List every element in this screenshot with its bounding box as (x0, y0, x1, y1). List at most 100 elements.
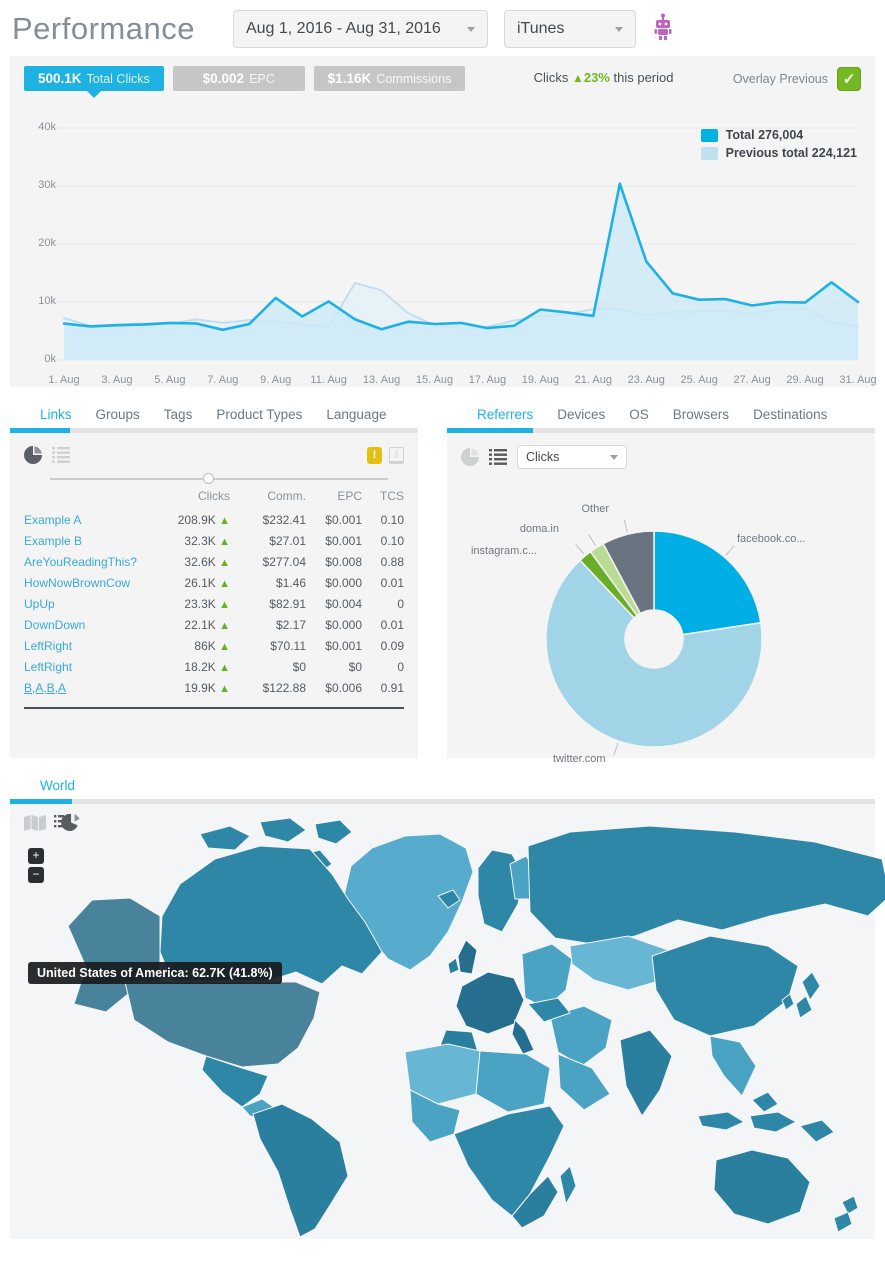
stat-value: 500.1K (38, 71, 82, 86)
up-arrow-icon: ▲ (219, 514, 230, 527)
list-view-icon[interactable] (489, 448, 507, 466)
world-map[interactable] (10, 804, 885, 1239)
link-name[interactable]: DownDown (24, 617, 86, 632)
link-clicks: 18.2K ▲ (184, 659, 230, 674)
metric-dropdown[interactable]: Clicks (517, 445, 627, 469)
breakdown-row: Links Groups Tags Product Types Language… (10, 403, 875, 765)
map-view-icon[interactable] (24, 815, 46, 836)
link-epc: $0.001 (325, 512, 362, 527)
zoom-in-button[interactable]: + (28, 848, 44, 864)
x-axis-tick: 29. Aug (786, 374, 824, 386)
link-name[interactable]: Example B (24, 533, 83, 548)
overlay-previous-label: Overlay Previous (732, 72, 828, 86)
col-comm[interactable]: Comm. (267, 489, 306, 503)
legend-previous-label: Previous total 224,121 (725, 146, 857, 160)
donut-label-facebook[interactable]: facebook.co... (737, 533, 806, 545)
tab-devices[interactable]: Devices (557, 407, 606, 422)
warning-icon[interactable]: ! (367, 446, 382, 464)
country-russia (527, 825, 885, 945)
list-pie-view-icon[interactable] (54, 813, 80, 837)
group-filter-dropdown[interactable]: iTunes (503, 10, 636, 48)
slider-track[interactable] (50, 478, 388, 480)
x-axis-tick: 11. Aug (310, 374, 347, 386)
link-epc: $0.004 (325, 596, 362, 611)
link-clicks: 22.1K ▲ (184, 617, 230, 632)
up-arrow-icon: ▲ (219, 577, 230, 590)
table-row: DownDown 22.1K ▲ $2.17 $0.000 0.01 (24, 614, 404, 635)
link-tcs: 0 (397, 659, 404, 674)
list-view-icon[interactable] (52, 446, 70, 464)
referrers-panel: Referrers Devices OS Browsers Destinatio… (447, 403, 875, 765)
slider-knob[interactable] (202, 473, 214, 484)
referrers-tabbar: Referrers Devices OS Browsers Destinatio… (447, 403, 875, 428)
stat-chip-epc[interactable]: $0.002 EPC (172, 66, 305, 91)
map-panel-body: + − United States of America: 62.7K (41.… (10, 804, 885, 1239)
link-name[interactable]: B,A,B,A (24, 680, 67, 695)
table-range-slider (26, 473, 402, 485)
date-range-dropdown[interactable]: Aug 1, 2016 - Aug 31, 2016 (232, 10, 488, 48)
col-epc[interactable]: EPC (337, 489, 362, 503)
referrers-tab-underline (447, 428, 875, 433)
table-row: HowNowBrownCow 26.1K ▲ $1.46 $0.000 0.01 (24, 572, 404, 593)
tab-groups[interactable]: Groups (95, 407, 140, 422)
link-tcs: 0.88 (380, 554, 404, 569)
tab-os[interactable]: OS (629, 407, 649, 422)
table-row: B,A,B,A 19.9K ▲ $122.88 $0.006 0.91 (24, 677, 404, 698)
donut-label-other[interactable]: Other (581, 503, 609, 515)
link-tcs: 0.01 (380, 575, 404, 590)
robot-icon[interactable] (652, 13, 674, 46)
tab-tags[interactable]: Tags (163, 407, 193, 422)
link-epc: $0.001 (325, 533, 362, 548)
country-kazakhstan (569, 935, 669, 991)
map-section: World + − United States of America: 62.7… (10, 774, 885, 1239)
link-name[interactable]: Example A (24, 512, 82, 527)
y-axis-tick: 30k (38, 179, 56, 191)
stat-chip-commissions[interactable]: $1.16K Commissions (313, 66, 466, 91)
tab-world[interactable]: World (40, 778, 76, 793)
up-arrow-icon: ▲ (219, 682, 230, 695)
col-clicks[interactable]: Clicks (198, 489, 230, 503)
change-prefix: Clicks (533, 70, 569, 85)
up-arrow-icon: ▲ (219, 598, 230, 611)
tab-browsers[interactable]: Browsers (672, 407, 730, 422)
link-epc: $0.000 (325, 617, 362, 632)
date-range-value: Aug 1, 2016 - Aug 31, 2016 (245, 20, 441, 37)
link-name[interactable]: LeftRight (24, 638, 73, 653)
donut-label-instagram[interactable]: instagram.c... (470, 545, 537, 557)
up-arrow-icon: ▲ (571, 71, 584, 85)
donut-svg[interactable] (447, 469, 875, 769)
link-name[interactable]: AreYouReadingThis? (24, 554, 137, 569)
tab-product-types[interactable]: Product Types (216, 407, 303, 422)
donut-label-twitter[interactable]: twitter.com (553, 753, 606, 765)
overlay-previous-checkbox[interactable]: ✓ (837, 67, 861, 91)
zoom-out-button[interactable]: − (28, 867, 44, 883)
tab-language[interactable]: Language (326, 407, 387, 422)
link-comm: $1.46 (275, 575, 306, 590)
link-clicks: 26.1K ▲ (184, 575, 230, 590)
export-icon[interactable]: ⇩ (389, 446, 404, 464)
table-header-row: Clicks Comm. EPC TCS (24, 487, 404, 509)
table-row: LeftRight 86K ▲ $70.11 $0.001 0.09 (24, 635, 404, 656)
tab-destinations[interactable]: Destinations (753, 407, 828, 422)
link-comm: $27.01 (269, 533, 306, 548)
link-comm: $232.41 (262, 512, 306, 527)
tab-links[interactable]: Links (40, 407, 72, 422)
pie-view-icon[interactable] (461, 448, 479, 466)
link-comm: $82.91 (269, 596, 306, 611)
link-comm: $2.17 (275, 617, 306, 632)
period-change-note: Clicks ▲23% this period (474, 66, 732, 85)
up-arrow-icon: ▲ (219, 640, 230, 653)
stat-chip-total-clicks[interactable]: 500.1K Total Clicks (24, 66, 164, 98)
chart-legend: Total 276,004 Previous total 224,121 (700, 128, 857, 164)
link-name[interactable]: UpUp (24, 596, 55, 611)
col-tcs[interactable]: TCS (380, 489, 404, 503)
col-name (24, 487, 154, 509)
table-bottom-rule (24, 707, 404, 709)
link-name[interactable]: HowNowBrownCow (24, 575, 131, 590)
link-tcs: 0.10 (380, 533, 404, 548)
trend-chart-svg[interactable] (24, 114, 865, 372)
link-name[interactable]: LeftRight (24, 659, 73, 674)
tab-referrers[interactable]: Referrers (477, 407, 534, 422)
donut-label-domain[interactable]: doma.in (519, 523, 559, 535)
pie-view-icon[interactable] (24, 446, 42, 464)
